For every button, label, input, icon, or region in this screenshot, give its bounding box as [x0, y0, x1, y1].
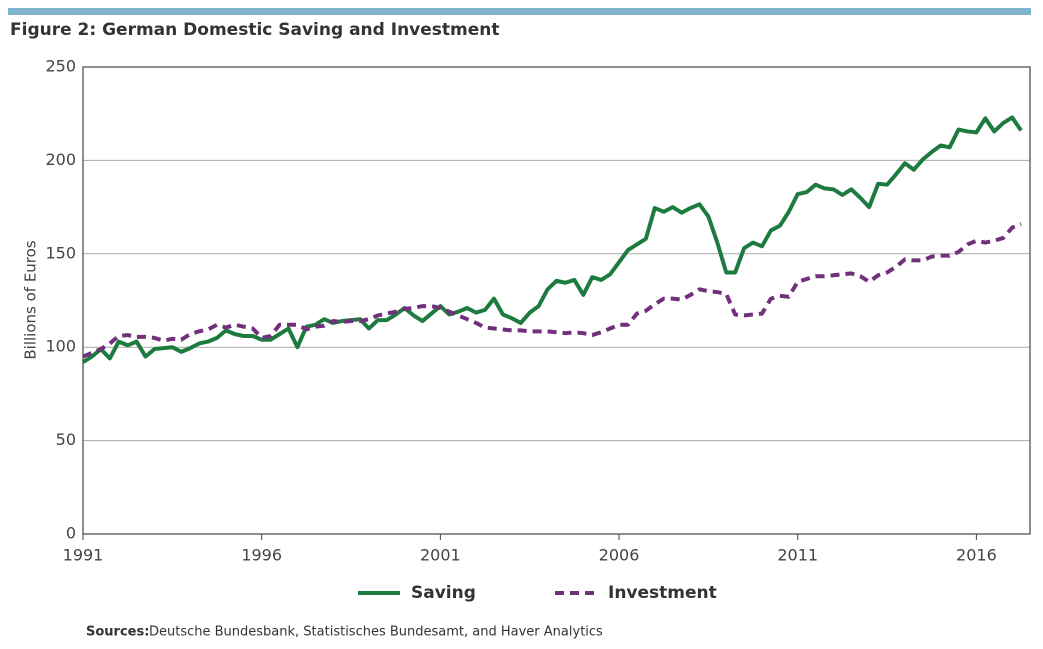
legend-label: Investment: [608, 583, 717, 603]
y-tick-label: 100: [45, 337, 76, 356]
x-tick-label: 2006: [599, 546, 640, 565]
x-tick-label: 1991: [63, 546, 104, 565]
y-tick-label: 200: [45, 150, 76, 169]
plot-frame: [82, 66, 1031, 535]
y-tick-label: 0: [66, 524, 76, 543]
x-tick-label: 2001: [420, 546, 461, 565]
y-tick-label: 50: [56, 430, 76, 449]
top-bar: [8, 8, 1031, 15]
legend-label: Saving: [411, 583, 476, 603]
source-text: Deutsche Bundesbank, Statistisches Bunde…: [149, 625, 603, 640]
series-line: [81, 115, 1023, 364]
x-tick-label: 2011: [777, 546, 818, 565]
y-tick-label: 250: [45, 57, 76, 76]
x-tick-label: 2016: [956, 546, 997, 565]
series-line: [82, 222, 1022, 359]
y-axis-label: Billions of Euros: [22, 240, 40, 359]
chart-title: Figure 2: German Domestic Saving and Inv…: [10, 20, 500, 40]
x-tick-label: 1996: [241, 546, 282, 565]
source-label: Sources:: [86, 625, 149, 640]
y-tick-label: 150: [45, 243, 76, 262]
